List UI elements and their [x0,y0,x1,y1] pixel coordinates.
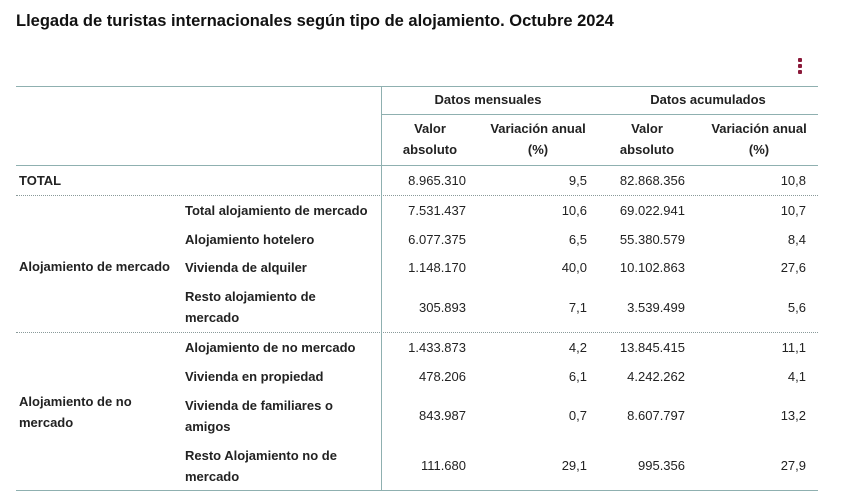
cell-variacion-mensual: 6,1 [568,369,587,384]
cell-valor-mensual: 478.206 [419,369,466,384]
total-variacion-mensual: 9,5 [568,173,587,188]
cell-variacion-acumulado: 4,1 [787,369,806,384]
header-datos-mensuales: Datos mensuales [434,92,542,107]
cell-variacion-acumulado: 8,4 [787,232,806,247]
cell-variacion-acumulado: 13,2 [780,408,806,423]
row-label: Vivienda en propiedad [185,369,324,384]
total-label: TOTAL [19,173,62,188]
cell-variacion-acumulado: 27,9 [780,458,806,473]
cell-variacion-mensual: 7,1 [568,300,587,315]
row-label-line: Resto alojamiento de [185,289,316,304]
col-header-line: absoluto [402,142,458,157]
total-variacion-acumulado: 10,8 [780,173,806,188]
row-label: Resto alojamiento de mercado [185,286,316,328]
cell-variacion-acumulado: 5,6 [787,300,806,315]
cell-valor-acumulado: 8.607.797 [627,408,685,423]
col-valor-absoluto-mensual: Valor absoluto [382,118,478,160]
header-datos-acumulados: Datos acumulados [650,92,766,107]
row-label: Alojamiento de no mercado [185,340,356,355]
header-divider [381,114,818,115]
cell-variacion-mensual: 6,5 [568,232,587,247]
col-header-line: absoluto [619,142,675,157]
vertical-ellipsis-icon[interactable] [795,58,805,76]
cell-valor-acumulado: 3.539.499 [627,300,685,315]
col-variacion-acumulado: Variación anual (%) [700,118,818,160]
cell-variacion-acumulado: 11,1 [781,340,806,355]
header-bottom-border [16,165,818,166]
group-label-line: Alojamiento de no [19,394,132,409]
cell-valor-mensual: 7.531.437 [408,203,466,218]
group-label-no-mercado: Alojamiento de no mercado [19,391,132,433]
col-valor-absoluto-acumulado: Valor absoluto [598,118,696,160]
col-header-line: (%) [748,142,770,157]
row-divider [16,195,818,196]
col-header-line: Variación anual [490,121,586,136]
cell-valor-acumulado: 10.102.863 [619,260,685,275]
row-label: Vivienda de alquiler [185,260,307,275]
cell-variacion-acumulado: 27,6 [780,260,806,275]
row-label-line: Resto Alojamiento no de [185,448,337,463]
row-label-line: mercado [185,469,240,484]
cell-valor-mensual: 111.680 [420,458,466,473]
cell-valor-mensual: 843.987 [419,408,466,423]
cell-valor-mensual: 1.433.873 [408,340,466,355]
cell-valor-acumulado: 995.356 [638,458,685,473]
cell-variacion-mensual: 0,7 [568,408,587,423]
row-label: Resto Alojamiento no de mercado [185,445,337,487]
group-divider [16,332,818,333]
row-label-line: amigos [185,419,231,434]
col-variacion-mensual: Variación anual (%) [482,118,594,160]
col-header-line: (%) [527,142,549,157]
cell-valor-mensual: 305.893 [419,300,466,315]
cell-valor-acumulado: 55.380.579 [619,232,685,247]
total-valor-acumulado: 82.868.356 [619,173,685,188]
row-label: Vivienda de familiares o amigos [185,395,333,437]
group-label-line: Alojamiento de mercado [19,259,170,274]
cell-valor-mensual: 1.148.170 [408,260,466,275]
page-title: Llegada de turistas internacionales segú… [16,12,614,30]
cell-valor-acumulado: 13.845.415 [619,340,685,355]
row-label: Alojamiento hotelero [185,232,315,247]
group-label-line: mercado [19,415,74,430]
cell-variacion-acumulado: 10,7 [780,203,806,218]
cell-variacion-mensual: 4,2 [568,340,587,355]
group-label-mercado: Alojamiento de mercado [19,256,170,277]
cell-valor-acumulado: 69.022.941 [619,203,685,218]
cell-variacion-mensual: 40,0 [561,260,587,275]
cell-valor-mensual: 6.077.375 [408,232,466,247]
col-header-line: Valor [631,121,663,136]
row-label: Total alojamiento de mercado [185,203,368,218]
cell-valor-acumulado: 4.242.262 [627,369,685,384]
col-header-line: Variación anual [711,121,807,136]
cell-variacion-mensual: 10,6 [561,203,587,218]
cell-variacion-mensual: 29,1 [561,458,587,473]
row-label-line: mercado [185,310,240,325]
total-valor-mensual: 8.965.310 [408,173,466,188]
col-header-line: Valor [414,121,446,136]
column-separator [381,86,382,491]
table-top-border [16,86,818,87]
row-label-line: Vivienda de familiares o [185,398,333,413]
table-bottom-border [16,490,818,491]
